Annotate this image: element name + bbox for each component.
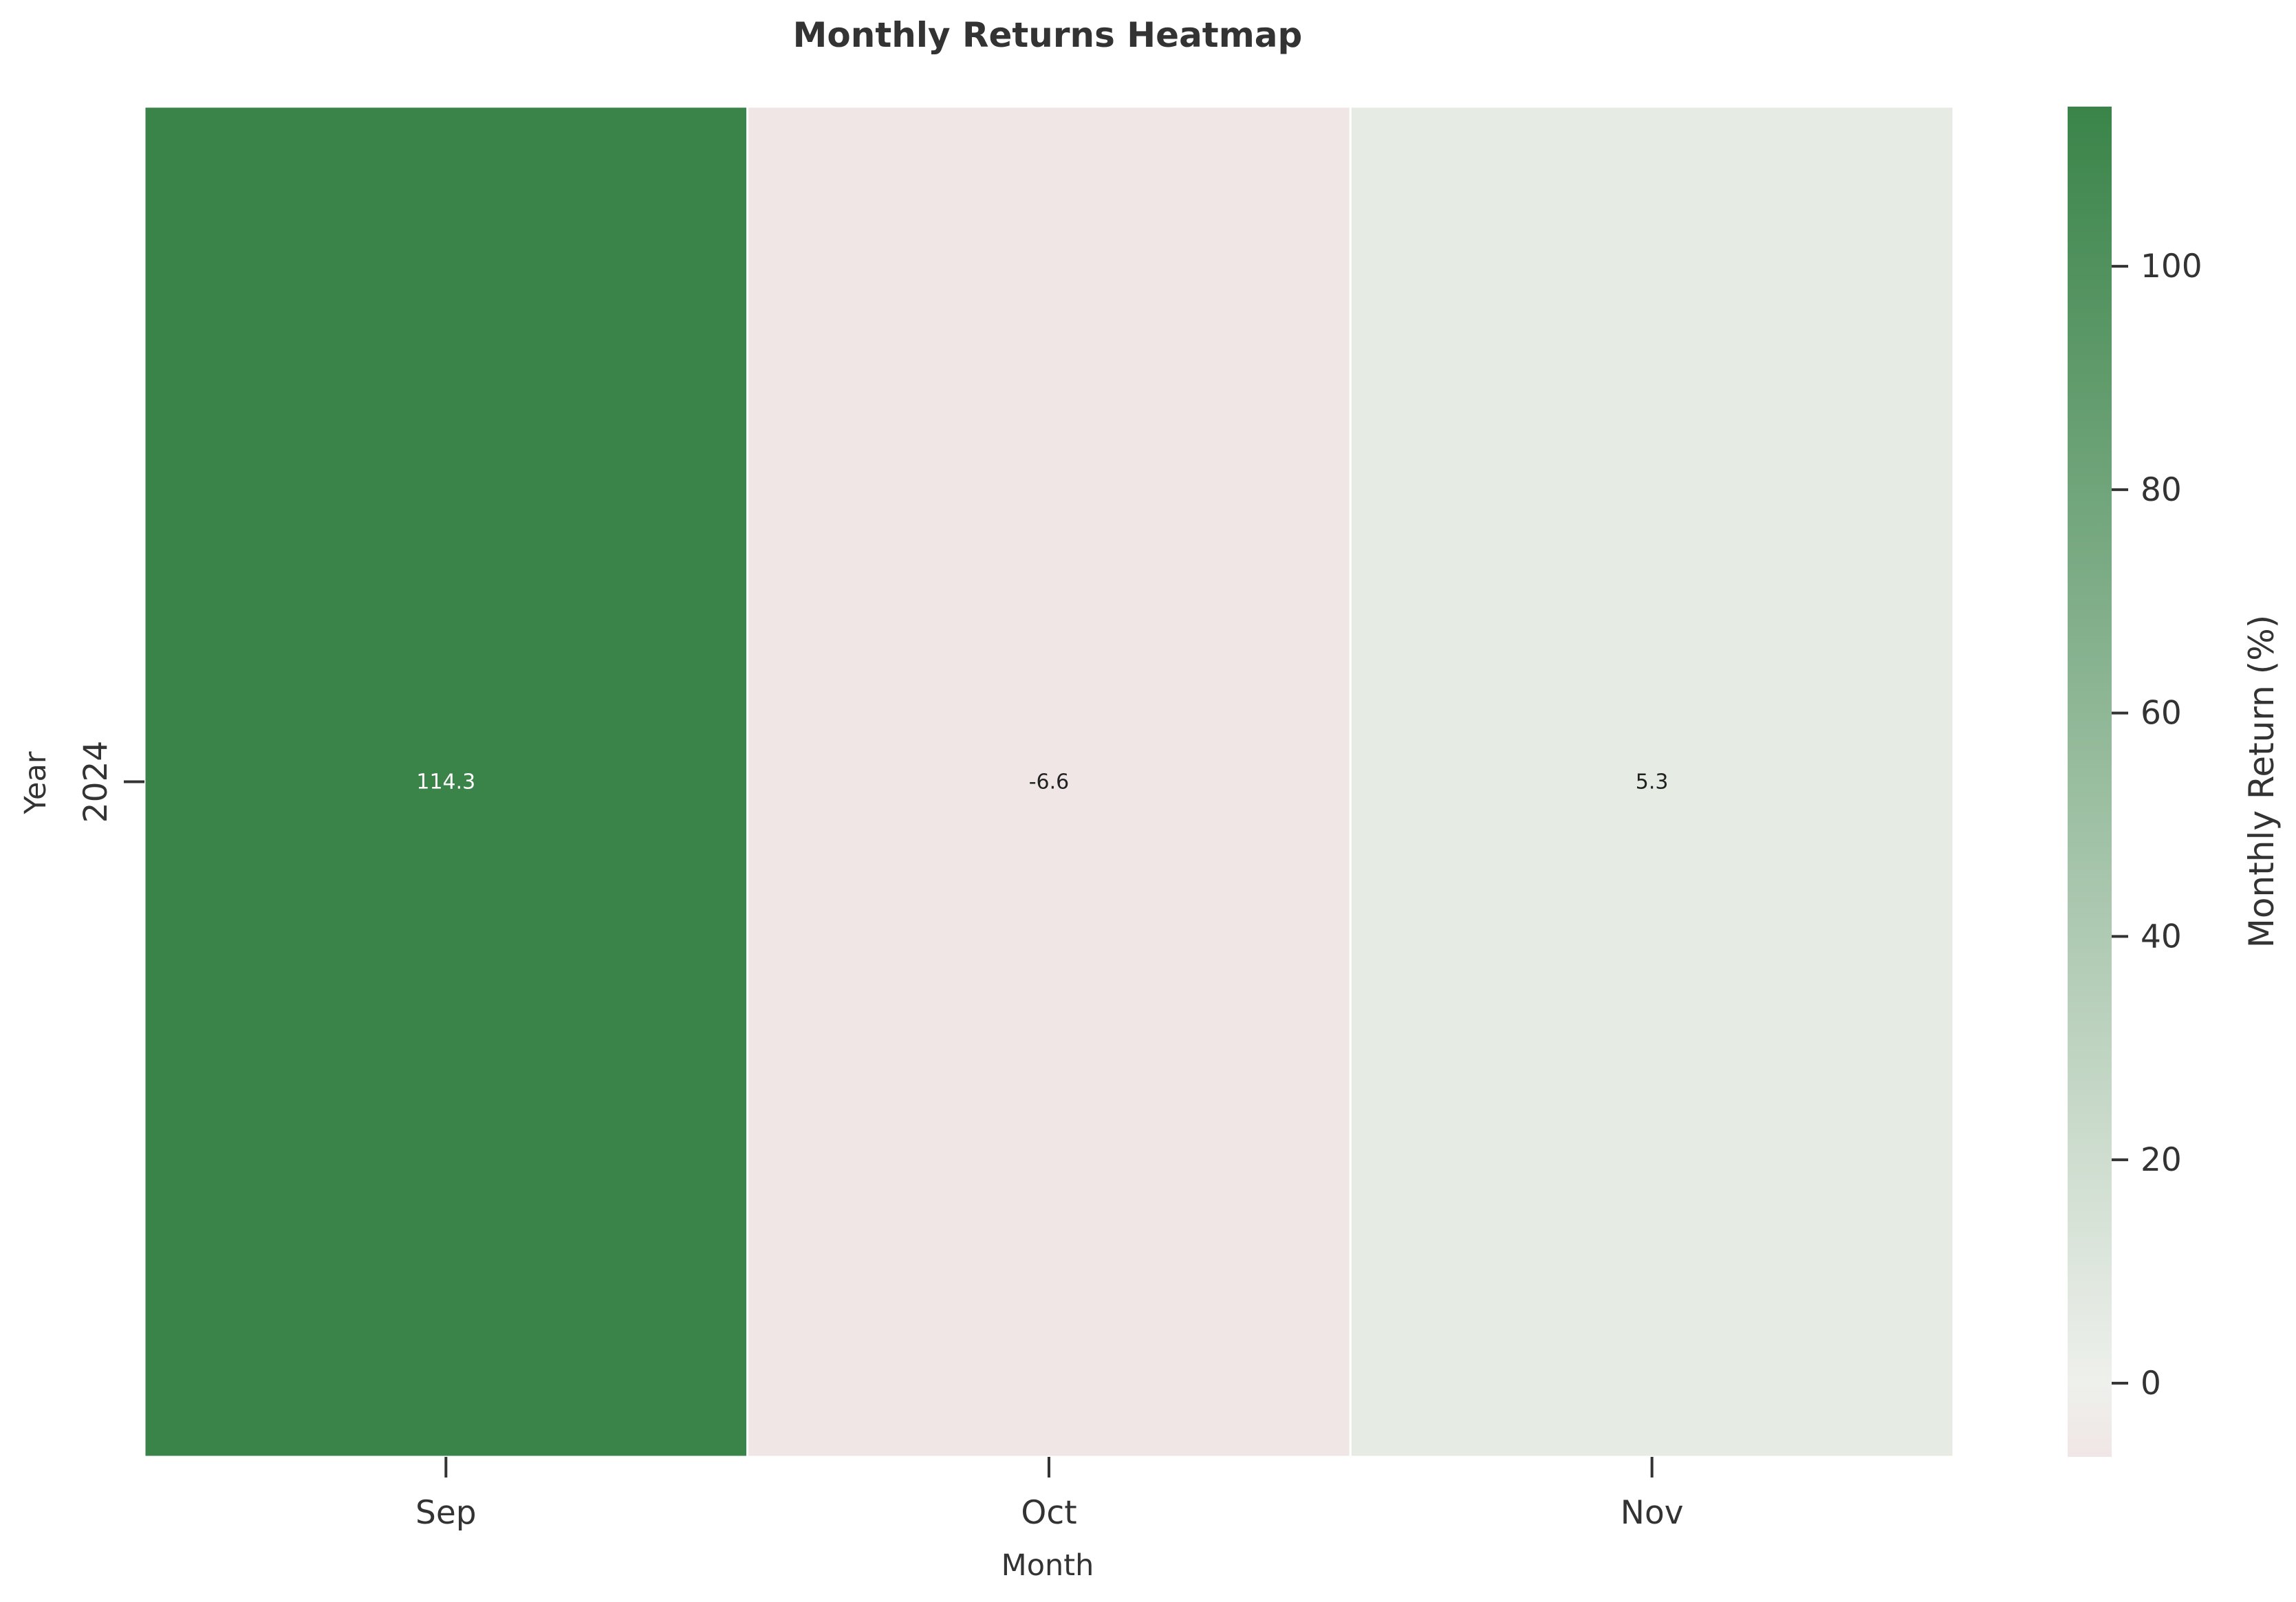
- x-tick-label: Oct: [1021, 1494, 1076, 1532]
- x-axis: Sep Oct Nov: [415, 1457, 1684, 1532]
- heatmap-cell: [143, 105, 749, 1458]
- cell-value-label: 114.3: [416, 770, 475, 794]
- colorbar-tick-label: 80: [2141, 471, 2182, 509]
- heatmap-cell: [1349, 105, 1955, 1458]
- x-tick-label: Nov: [1621, 1494, 1684, 1532]
- cell-value-label: 5.3: [1636, 770, 1669, 794]
- y-axis-label: Year: [19, 751, 53, 814]
- chart-title: Monthly Returns Heatmap: [793, 15, 1303, 55]
- colorbar-ticks: 0 20 40 60 80 100: [2112, 248, 2202, 1403]
- heatmap-cells: 114.3 -6.6 5.3: [143, 105, 1955, 1458]
- cell-value-label: -6.6: [1029, 770, 1070, 794]
- y-axis: 2024: [77, 741, 144, 823]
- colorbar-tick-label: 0: [2141, 1365, 2161, 1403]
- heatmap-cell: [746, 105, 1352, 1458]
- y-tick-label: 2024: [77, 741, 115, 823]
- colorbar-tick-label: 40: [2141, 918, 2182, 955]
- colorbar-tick-label: 60: [2141, 695, 2182, 733]
- x-axis-label: Month: [1001, 1548, 1094, 1583]
- colorbar-label: Monthly Return (%): [2242, 615, 2282, 948]
- colorbar-tick-label: 100: [2141, 248, 2202, 285]
- x-tick-label: Sep: [415, 1494, 477, 1532]
- colorbar: [2068, 107, 2112, 1457]
- colorbar-tick-label: 20: [2141, 1141, 2182, 1179]
